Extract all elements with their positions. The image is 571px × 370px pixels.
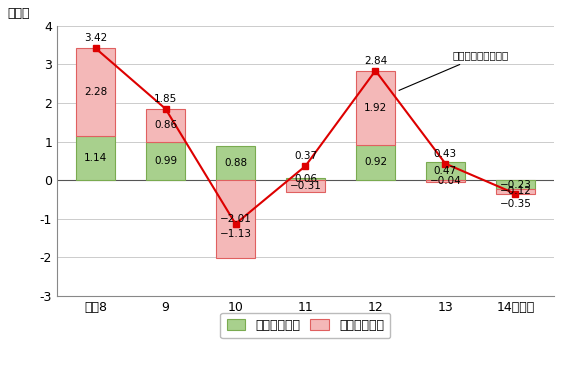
- Text: 1.85: 1.85: [154, 94, 177, 104]
- Text: 0.99: 0.99: [154, 156, 177, 166]
- Bar: [286, 180, 325, 192]
- Text: （％）: （％）: [7, 7, 30, 20]
- Text: −0.04: −0.04: [429, 176, 461, 186]
- Text: −2.01: −2.01: [220, 214, 251, 224]
- Text: 0.06: 0.06: [294, 174, 317, 184]
- Text: 0.47: 0.47: [434, 166, 457, 176]
- Bar: [216, 146, 255, 180]
- Bar: [356, 145, 395, 180]
- Text: −0.12: −0.12: [500, 186, 532, 196]
- Bar: [426, 180, 465, 182]
- Text: 0.37: 0.37: [294, 151, 317, 161]
- Text: −0.31: −0.31: [289, 181, 321, 191]
- Text: 1.14: 1.14: [84, 153, 107, 163]
- Text: 2.28: 2.28: [84, 87, 107, 97]
- Bar: [146, 109, 185, 142]
- Bar: [77, 48, 115, 136]
- Bar: [496, 189, 534, 194]
- Text: −1.13: −1.13: [219, 229, 251, 239]
- Bar: [286, 178, 325, 180]
- Text: −0.23: −0.23: [500, 180, 532, 190]
- Bar: [426, 162, 465, 180]
- Text: 1.92: 1.92: [364, 103, 387, 113]
- Text: 3.42: 3.42: [84, 33, 107, 43]
- Legend: 情報通信産業, その他の産業: 情報通信産業, その他の産業: [220, 313, 391, 339]
- Text: 2.84: 2.84: [364, 56, 387, 65]
- Bar: [146, 142, 185, 180]
- Text: 0.43: 0.43: [434, 149, 457, 159]
- Bar: [356, 71, 395, 145]
- Bar: [216, 180, 255, 258]
- Bar: [77, 136, 115, 180]
- Text: −0.35: −0.35: [500, 199, 532, 209]
- Text: 0.86: 0.86: [154, 121, 177, 131]
- Text: 0.92: 0.92: [364, 158, 387, 168]
- Text: 経済成長率（全体）: 経済成長率（全体）: [399, 51, 509, 90]
- Bar: [496, 180, 534, 189]
- Text: 0.88: 0.88: [224, 158, 247, 168]
